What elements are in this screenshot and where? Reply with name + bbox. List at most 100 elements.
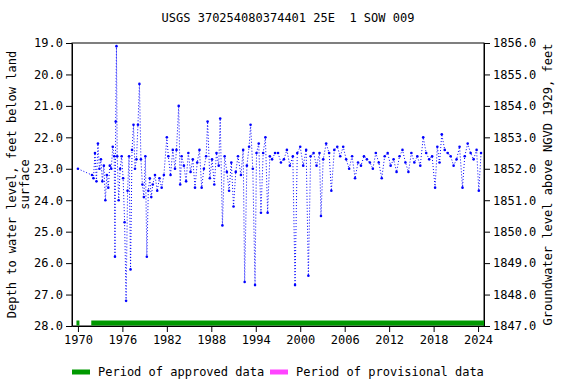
tick-mark <box>122 326 123 332</box>
plot-area <box>76 45 484 323</box>
data-point <box>392 158 395 161</box>
y2-axis-title: Groundwater level above NGVD 1929, feet <box>541 44 555 326</box>
data-point <box>280 161 283 164</box>
tick-mark <box>484 106 490 107</box>
data-point <box>360 164 363 167</box>
tick-label: 1853.0 <box>493 131 536 145</box>
data-point <box>466 142 469 145</box>
data-point <box>106 174 109 177</box>
data-point <box>123 221 126 224</box>
data-point <box>369 161 372 164</box>
tick-label: 1855.0 <box>493 68 536 82</box>
tick: 1851.0 <box>484 194 536 208</box>
data-point <box>217 164 220 167</box>
tick-mark <box>78 326 79 332</box>
data-point <box>206 120 209 123</box>
data-point <box>305 149 308 152</box>
data-point <box>215 152 218 155</box>
data-point <box>425 152 428 155</box>
data-point <box>91 174 94 177</box>
data-point <box>97 142 100 145</box>
data-point <box>325 142 328 145</box>
tick: 2000 <box>286 326 315 347</box>
tick-mark <box>484 232 490 233</box>
data-point <box>135 158 138 161</box>
data-point <box>380 177 383 180</box>
data-point <box>151 183 154 186</box>
data-point <box>129 268 132 271</box>
data-point <box>438 161 441 164</box>
data-point <box>205 155 208 158</box>
data-point <box>198 149 201 152</box>
data-point <box>357 161 360 164</box>
tick-label: 1847.0 <box>493 319 536 333</box>
data-point <box>174 167 177 170</box>
tick-label: 1976 <box>108 333 137 347</box>
data-point <box>92 177 95 180</box>
data-point <box>243 281 246 284</box>
data-point <box>248 145 251 148</box>
data-point <box>336 145 339 148</box>
data-point <box>345 158 348 161</box>
tick-label: 1849.0 <box>493 256 536 270</box>
data-point <box>114 256 117 259</box>
tick-label: 1982 <box>153 333 182 347</box>
tick-label: 1852.0 <box>493 162 536 176</box>
tick: 27.0 <box>34 288 72 302</box>
tick: 26.0 <box>34 256 72 270</box>
data-point <box>100 158 103 161</box>
tick-mark <box>484 74 490 75</box>
data-point <box>147 189 150 192</box>
data-point <box>416 155 419 158</box>
data-point <box>154 174 157 177</box>
data-point <box>125 300 128 303</box>
data-point <box>348 167 351 170</box>
tick-label: 1848.0 <box>493 288 536 302</box>
tick-mark <box>167 326 168 332</box>
data-point <box>449 155 452 158</box>
tick-label: 1994 <box>242 333 271 347</box>
data-point <box>111 145 114 148</box>
tick-mark <box>66 232 72 233</box>
tick-label: 1854.0 <box>493 99 536 113</box>
tick: 1849.0 <box>484 256 536 270</box>
tick-mark <box>484 200 490 201</box>
tick-label: 26.0 <box>34 256 63 270</box>
data-point <box>101 180 104 183</box>
data-point <box>431 155 434 158</box>
tick-mark <box>66 326 72 327</box>
tick-label: 19.0 <box>34 36 63 50</box>
tick-mark <box>484 295 490 296</box>
tick-label: 2018 <box>420 333 449 347</box>
data-point <box>163 174 166 177</box>
tick-label: 27.0 <box>34 288 63 302</box>
data-point <box>322 158 325 161</box>
data-point <box>398 155 401 158</box>
legend-item: Period of approved data <box>72 365 264 379</box>
data-point <box>330 189 333 192</box>
data-point <box>169 174 172 177</box>
data-point <box>366 158 369 161</box>
tick-label: 1970 <box>64 333 93 347</box>
data-point <box>286 149 289 152</box>
tick-mark <box>484 326 490 327</box>
y-axis-title: Depth to water level, feet below landsur… <box>5 51 32 318</box>
tick: 20.0 <box>34 68 72 82</box>
legend-item: Period of provisional data <box>270 365 484 379</box>
data-point <box>262 152 265 155</box>
tick: 21.0 <box>34 99 72 113</box>
data-point <box>167 155 170 158</box>
axis-line <box>73 326 485 327</box>
tick: 1988 <box>197 326 226 347</box>
data-point <box>404 161 407 164</box>
data-point <box>126 189 129 192</box>
data-point <box>228 189 231 192</box>
tick-mark <box>66 169 72 170</box>
data-point <box>312 152 315 155</box>
tick: 1853.0 <box>484 131 536 145</box>
data-point <box>271 158 274 161</box>
data-point <box>419 164 422 167</box>
data-point <box>328 152 331 155</box>
data-point <box>146 256 149 259</box>
tick-label: 22.0 <box>34 131 63 145</box>
